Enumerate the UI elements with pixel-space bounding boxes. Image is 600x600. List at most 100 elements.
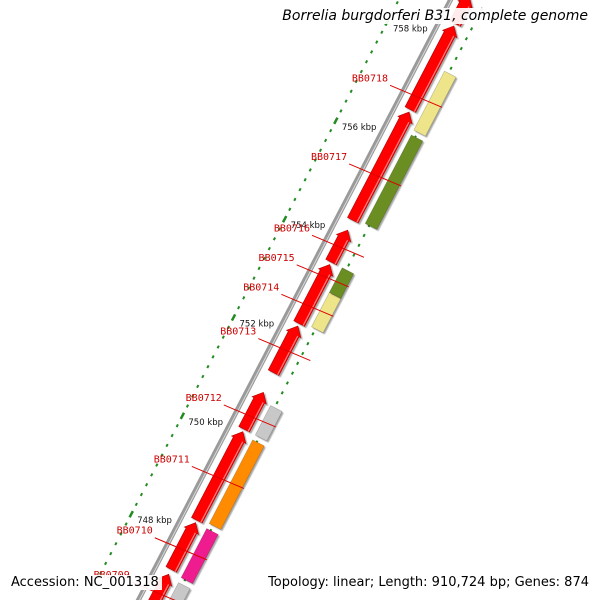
major-tick xyxy=(230,313,237,322)
minor-tick xyxy=(139,492,144,497)
minor-tick xyxy=(109,551,113,556)
tick-label: 752 kbp xyxy=(240,320,275,330)
minor-tick xyxy=(293,197,297,202)
sequence-backbone xyxy=(135,0,454,600)
minor-tick xyxy=(313,158,317,162)
minor-tick xyxy=(303,178,307,182)
minor-tick xyxy=(454,56,458,61)
minor-tick xyxy=(318,148,323,153)
gene-bar-bb0718 xyxy=(413,70,457,137)
cds-arrow-highlight xyxy=(334,239,349,265)
label-layer: BB0709BB0710BB0711BB0712BB0713BB0714BB07… xyxy=(94,73,443,600)
minor-tick xyxy=(252,276,256,280)
minor-tick xyxy=(267,246,271,251)
cds-arrow-highlight xyxy=(413,35,455,112)
minor-tick xyxy=(191,394,195,398)
gene-label-bb0711[interactable]: BB0711 xyxy=(154,454,190,465)
minor-tick xyxy=(165,443,169,448)
cds-arrow-highlight xyxy=(277,335,299,376)
gene-leader-line xyxy=(281,293,334,317)
genome-title: Borrelia burgdorferi B31, complete genom… xyxy=(280,8,590,24)
minor-tick xyxy=(144,482,149,487)
major-tick xyxy=(281,215,288,223)
gene-label-bb0713[interactable]: BB0713 xyxy=(220,327,256,338)
gene-bar-bb0710 xyxy=(180,528,219,585)
minor-tick xyxy=(347,263,351,267)
backbone-layer xyxy=(135,0,454,600)
cds-arrow xyxy=(347,111,413,224)
gene-layer xyxy=(169,70,457,600)
gene-leader-line xyxy=(223,404,276,428)
gene-leader-line xyxy=(311,234,365,258)
gene-leader-line xyxy=(258,338,311,362)
gene-leader-line xyxy=(348,163,402,187)
genome-summary: Topology: linear; Length: 910,724 bp; Ge… xyxy=(265,575,592,590)
minor-tick xyxy=(280,391,284,395)
minor-tick xyxy=(339,109,343,113)
tick-label: 758 kbp xyxy=(393,24,428,34)
gene-label-bb0715[interactable]: BB0715 xyxy=(259,253,295,264)
gene-label-bb0717[interactable]: BB0717 xyxy=(311,152,347,163)
gene-leader-line xyxy=(191,465,245,489)
minor-tick xyxy=(296,361,300,366)
gene-bar-bb0711 xyxy=(208,439,265,530)
minor-tick xyxy=(114,541,118,546)
cds-arrow xyxy=(238,391,267,433)
minor-tick xyxy=(298,187,302,192)
gene-label-bb0716[interactable]: BB0716 xyxy=(274,223,310,234)
minor-tick xyxy=(211,355,215,359)
minor-tick xyxy=(175,423,179,428)
minor-tick xyxy=(124,522,128,526)
cds-arrow xyxy=(267,325,302,376)
cds-arrow-highlight xyxy=(247,402,264,432)
minor-tick xyxy=(306,341,310,346)
minor-tick xyxy=(150,473,154,477)
minor-tick xyxy=(277,227,282,231)
accession-text: Accession: NC_001318 xyxy=(8,575,162,590)
minor-tick xyxy=(362,233,366,238)
cds-arrow-highlight xyxy=(174,532,196,572)
minor-tick xyxy=(324,138,328,143)
gene-label-bb0718[interactable]: BB0718 xyxy=(352,73,388,84)
minor-tick xyxy=(206,364,210,369)
minor-tick xyxy=(104,561,108,566)
minor-tick xyxy=(344,99,348,103)
minor-tick xyxy=(119,532,123,536)
tick-label: 750 kbp xyxy=(188,418,223,428)
minor-tick xyxy=(134,502,138,507)
gene-label-bb0712[interactable]: BB0712 xyxy=(186,393,222,404)
gene-bar-bb0709 xyxy=(169,582,191,600)
tick-label: 756 kbp xyxy=(342,123,377,133)
cds-arrow-highlight xyxy=(356,121,410,223)
gene-label-bb0710[interactable]: BB0710 xyxy=(117,526,153,537)
minor-tick xyxy=(370,50,374,54)
gene-bar-bb0712 xyxy=(254,405,283,442)
major-tick xyxy=(128,510,134,518)
minor-tick xyxy=(288,207,292,212)
minor-tick xyxy=(290,371,295,375)
cds-arrow-highlight xyxy=(302,274,331,326)
minor-tick xyxy=(464,36,468,41)
minor-tick xyxy=(329,128,333,133)
minor-tick xyxy=(221,335,225,339)
minor-tick xyxy=(155,463,159,467)
sequence-backbone-highlight xyxy=(138,0,453,600)
minor-tick xyxy=(301,351,305,356)
minor-tick xyxy=(375,40,379,44)
minor-tick xyxy=(262,256,266,261)
minor-tick xyxy=(380,30,384,35)
minor-tick xyxy=(98,571,103,576)
minor-tick xyxy=(352,253,356,257)
gene-bar-bb0717 xyxy=(364,134,424,230)
gene-label-bb0714[interactable]: BB0714 xyxy=(243,282,279,293)
minor-tick xyxy=(257,266,261,271)
gene-leader-line xyxy=(389,84,443,108)
minor-tick xyxy=(160,453,164,458)
cds-arrow xyxy=(165,522,199,573)
tick-label: 754 kbp xyxy=(291,221,326,231)
minor-tick xyxy=(285,381,289,385)
minor-tick xyxy=(272,237,277,241)
minor-tick xyxy=(359,69,363,74)
cds-arrow-highlight xyxy=(200,441,244,523)
